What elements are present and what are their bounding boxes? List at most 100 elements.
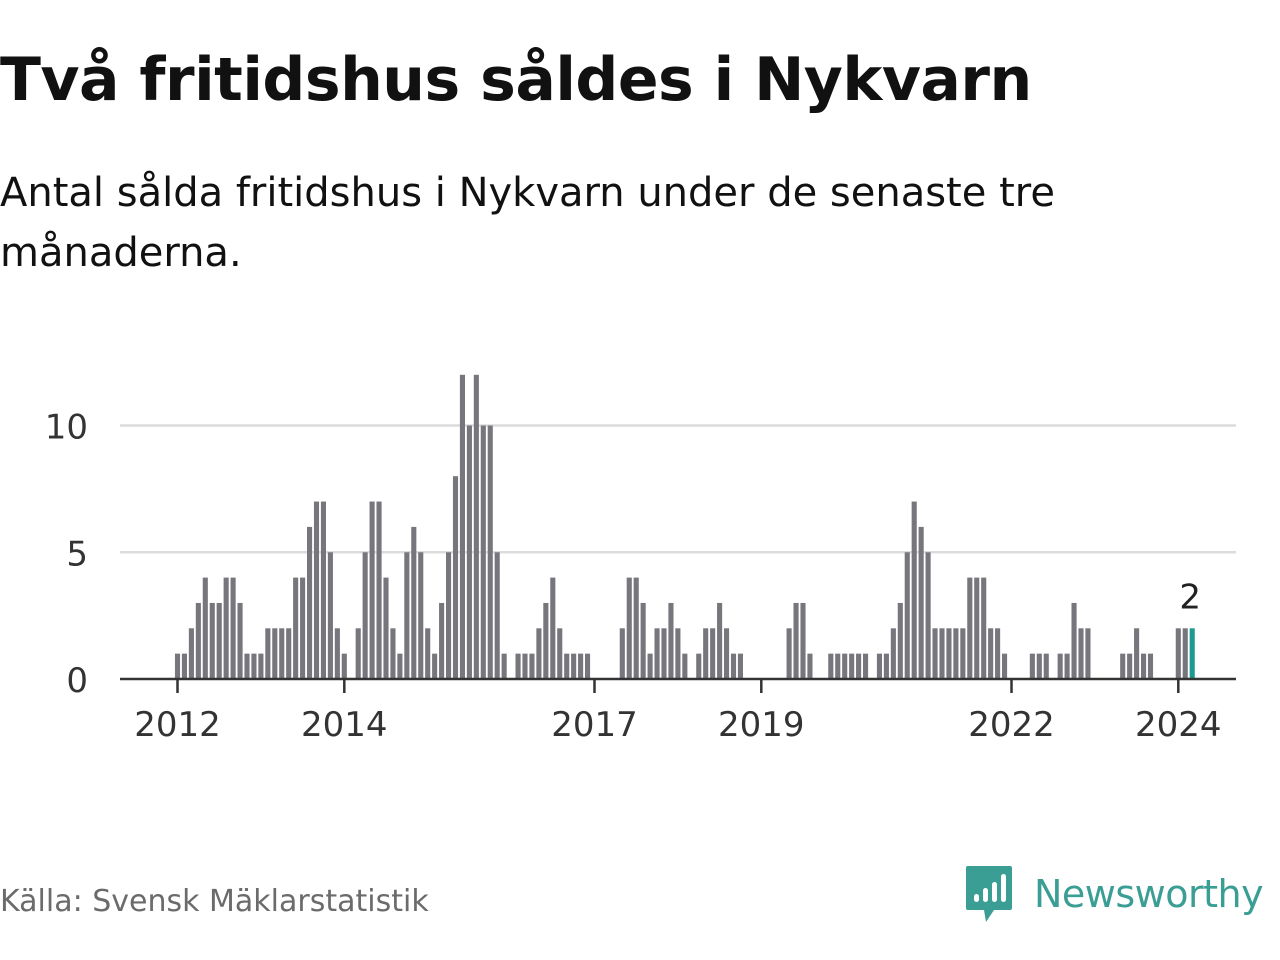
x-tick-label: 2019 [718,705,805,745]
bar [202,577,208,679]
bar [842,653,848,679]
x-tick-label: 2022 [968,705,1055,745]
bar [174,653,181,679]
bar [286,628,292,679]
y-axis-ticks: 0 5 10 [45,408,88,702]
bar [696,653,702,679]
bar [654,628,660,679]
bar [939,628,945,679]
bar [383,577,389,679]
x-tick-label: 2024 [1135,705,1222,745]
bar [362,552,368,679]
bar [1002,653,1008,679]
bar [883,653,889,679]
bar [300,577,306,679]
bar [313,501,320,679]
bar [1057,653,1063,679]
bar [223,577,229,679]
bar [272,628,278,679]
bar [640,602,646,679]
bar [341,653,347,679]
bar [730,653,737,679]
bar [585,653,591,679]
bar [856,653,862,679]
bar [675,628,681,679]
bar [967,577,973,679]
bar [682,653,688,679]
bar [863,653,869,679]
bar [647,653,653,679]
bar [849,653,855,679]
x-tick-label: 2014 [301,705,388,745]
bar [1085,628,1091,679]
bar [578,653,584,679]
bar [619,628,625,679]
bar [425,628,431,679]
bar [953,628,959,679]
bar [925,552,931,679]
bar [786,628,792,679]
chart-subtitle: Antal sålda fritidshus i Nykvarn under d… [0,170,1055,276]
bar [1134,628,1140,679]
y-tick-label: 5 [66,534,88,574]
bar [828,653,834,679]
bar [369,501,375,679]
bar [487,425,493,679]
bar [717,602,723,679]
y-tick-label: 10 [45,408,88,448]
bar [209,602,215,679]
bar [376,501,382,679]
bar [237,602,243,679]
bar [452,476,459,679]
x-axis-ticks: 2012 2014 2017 2019 2022 2024 [134,679,1222,745]
bar [327,552,333,679]
bar [995,628,1001,679]
bar [1036,653,1042,679]
bar [480,425,486,679]
bar [251,653,257,679]
bar [307,526,313,679]
bar [536,628,542,679]
bar [230,577,236,679]
bar [473,374,479,679]
bar [710,628,716,679]
bar [501,653,507,679]
bar [932,628,938,679]
bar [404,552,410,679]
x-tick-label: 2012 [134,705,221,745]
bar [522,653,528,679]
bar [1071,602,1077,679]
bar [244,653,250,679]
bar [988,628,994,679]
bar [411,526,417,679]
source-text: Källa: Svensk Mäklarstatistik [0,884,429,919]
bar [661,628,667,679]
bar [390,628,396,679]
bar [626,577,632,679]
bars [174,374,1195,679]
bar [876,653,882,679]
bar [397,653,403,679]
bar [800,602,806,679]
bar [515,653,521,679]
y-tick-label: 0 [66,661,88,701]
bar [494,552,500,679]
bar [320,501,326,679]
bar [904,552,910,679]
bar [807,653,813,679]
bar [1175,628,1181,679]
bar [1043,653,1049,679]
bar [188,628,194,679]
bar [293,577,299,679]
bar [466,425,472,679]
bar [911,501,917,679]
bar [737,653,743,679]
bar [571,653,577,679]
bar [793,602,799,679]
bar [1078,628,1084,679]
bar [1147,653,1154,679]
bar [835,653,841,679]
bar [459,374,465,679]
brand-logo[interactable]: Newsworthy [964,864,1264,924]
bar [703,628,709,679]
